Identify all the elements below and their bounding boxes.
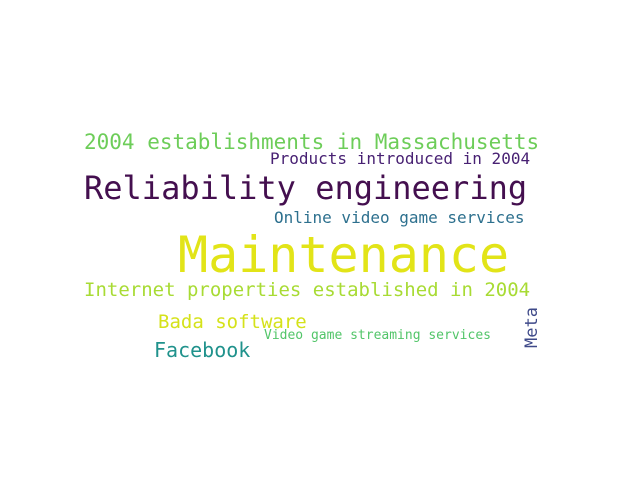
word-2004-establishments-in-massachusetts: 2004 establishments in Massachusetts <box>84 130 540 154</box>
word-products-introduced-in-2004: Products introduced in 2004 <box>270 149 531 168</box>
word-reliability-engineering: Reliability engineering <box>84 169 528 207</box>
word-facebook: Facebook <box>154 338 251 362</box>
word-online-video-game-services: Online video game services <box>274 208 525 227</box>
word-internet-properties-established-in-2004: Internet properties established in 2004 <box>84 279 531 301</box>
word-meta: Meta <box>522 307 542 348</box>
word-maintenance: Maintenance <box>178 226 510 284</box>
word-bada-software: Bada software <box>158 311 307 333</box>
word-video-game-streaming-services: Video game streaming services <box>264 328 491 343</box>
